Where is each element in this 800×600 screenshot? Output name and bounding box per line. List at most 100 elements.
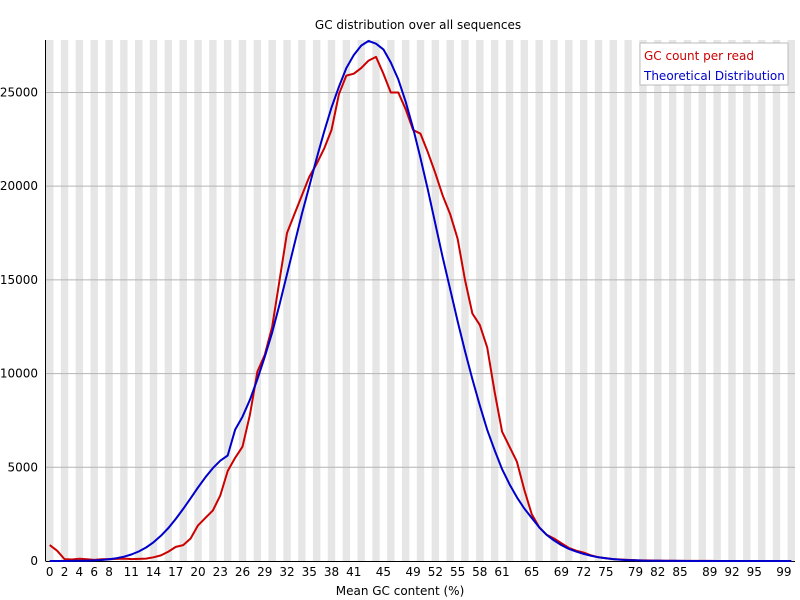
background-band <box>268 40 276 561</box>
x-tick-label: 20 <box>190 565 205 579</box>
background-band <box>772 40 781 561</box>
background-band <box>194 40 202 561</box>
background-band <box>223 40 232 561</box>
background-band <box>757 40 766 561</box>
chart-title: GC distribution over all sequences <box>315 18 521 32</box>
x-tick-label: 11 <box>124 565 139 579</box>
background-band <box>639 40 647 561</box>
horizontal-gridlines <box>46 91 795 468</box>
background-band <box>387 40 395 561</box>
background-band <box>683 40 692 561</box>
background-band <box>476 40 484 561</box>
background-band <box>624 40 632 561</box>
x-tick-label: 32 <box>279 565 294 579</box>
background-band <box>342 40 351 561</box>
background-band <box>505 40 514 561</box>
background-band <box>357 40 365 561</box>
x-tick-label: 49 <box>405 565 420 579</box>
legend-box <box>639 42 789 86</box>
background-band <box>520 40 529 561</box>
series-lines <box>49 39 792 562</box>
background-band <box>327 40 336 561</box>
legend-item-theoretical: Theoretical Distribution <box>643 69 785 83</box>
x-axis-title: Mean GC content (%) <box>336 584 465 598</box>
background-band <box>298 40 306 561</box>
x-tick-label: 23 <box>213 565 228 579</box>
background-band <box>743 40 751 561</box>
x-tick-label: 2 <box>61 565 69 579</box>
background-band <box>372 40 380 561</box>
x-tick-label: 69 <box>554 565 569 579</box>
y-axis-ticks: 0 5000 10000 15000 20000 25000 <box>0 85 38 568</box>
x-axis-ticks: 0 2 4 6 8 11 14 17 20 23 26 29 32 35 38 41 45 49 52 55 58 61 6… <box>46 565 792 579</box>
x-tick-label: 61 <box>494 565 509 579</box>
background-band <box>431 40 440 561</box>
background-band <box>46 40 54 561</box>
background-band <box>461 40 469 561</box>
background-band <box>312 40 321 561</box>
background-band <box>238 40 247 561</box>
x-tick-label: 92 <box>724 565 739 579</box>
x-tick-label: 35 <box>302 565 317 579</box>
x-tick-label: 79 <box>628 565 643 579</box>
background-band <box>209 40 217 561</box>
background-band <box>550 40 558 561</box>
background-band <box>565 40 573 561</box>
x-tick-label: 99 <box>776 565 791 579</box>
background-band <box>253 40 262 561</box>
x-tick-label: 17 <box>168 565 183 579</box>
x-tick-label: 89 <box>702 565 717 579</box>
x-tick-label: 8 <box>105 565 113 579</box>
background-band <box>75 40 84 561</box>
x-tick-label: 4 <box>76 565 84 579</box>
x-tick-label: 65 <box>524 565 539 579</box>
background-band <box>446 40 454 561</box>
x-tick-label: 41 <box>346 565 361 579</box>
y-tick-label: 20000 <box>0 179 38 193</box>
background-band <box>149 40 158 561</box>
x-tick-label: 0 <box>46 565 54 579</box>
x-tick-label: 26 <box>235 565 250 579</box>
y-tick-label: 5000 <box>7 460 38 474</box>
background-band <box>90 40 98 561</box>
x-tick-label: 38 <box>324 565 339 579</box>
x-tick-label: 55 <box>450 565 465 579</box>
background-band <box>416 40 425 561</box>
background-band <box>490 40 499 561</box>
background-band <box>179 40 187 561</box>
background-band <box>60 40 69 561</box>
background-band <box>579 40 588 561</box>
background-band <box>164 40 173 561</box>
background-band <box>698 40 707 561</box>
background-band <box>654 40 662 561</box>
series-line-theoretical <box>49 39 792 562</box>
background-band <box>535 40 543 561</box>
legend-item-gc-count: GC count per read <box>644 49 754 63</box>
x-tick-label: 52 <box>428 565 443 579</box>
background-bands <box>46 40 795 561</box>
y-tick-label: 10000 <box>0 367 38 381</box>
y-tick-label: 0 <box>30 554 38 568</box>
background-band <box>401 40 410 561</box>
x-tick-label: 82 <box>650 565 665 579</box>
background-band <box>609 40 618 561</box>
y-tick-label: 25000 <box>0 85 38 99</box>
background-band <box>105 40 113 561</box>
x-tick-label: 95 <box>747 565 762 579</box>
legend: GC count per read Theoretical Distributi… <box>639 42 789 86</box>
x-tick-label: 6 <box>90 565 98 579</box>
x-tick-label: 14 <box>146 565 161 579</box>
background-band <box>594 40 603 561</box>
y-tick-label: 15000 <box>0 273 38 287</box>
background-band <box>134 40 143 561</box>
background-band <box>787 40 795 561</box>
x-tick-label: 85 <box>672 565 687 579</box>
x-tick-label: 29 <box>257 565 272 579</box>
x-tick-label: 58 <box>472 565 487 579</box>
background-band <box>283 40 291 561</box>
background-band <box>728 40 736 561</box>
background-band <box>120 40 128 561</box>
x-tick-label: 75 <box>598 565 613 579</box>
background-band <box>668 40 677 561</box>
